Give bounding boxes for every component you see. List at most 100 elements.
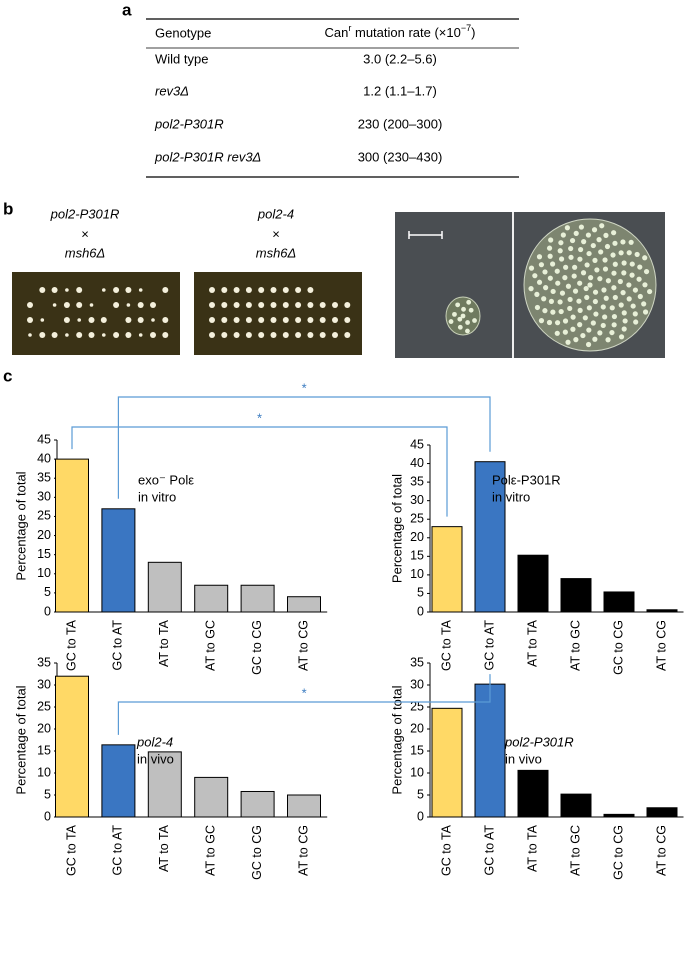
annotation: in vivo bbox=[137, 751, 174, 766]
y-tick-label: 40 bbox=[410, 456, 424, 470]
colony bbox=[209, 317, 215, 323]
cell bbox=[554, 268, 560, 274]
y-tick-label: 35 bbox=[410, 474, 424, 488]
colony bbox=[295, 287, 302, 293]
cell bbox=[597, 330, 603, 336]
y-tick-label: 10 bbox=[410, 765, 424, 779]
significance-star: * bbox=[257, 410, 262, 425]
y-tick-label: 0 bbox=[44, 809, 51, 823]
cell bbox=[586, 327, 592, 333]
y-axis-label: Percentage of total bbox=[389, 685, 404, 794]
y-tick-label: 15 bbox=[37, 547, 51, 561]
cell bbox=[577, 307, 583, 313]
bar bbox=[240, 790, 275, 818]
bar bbox=[474, 461, 506, 613]
colony bbox=[27, 302, 33, 308]
colony bbox=[245, 287, 252, 293]
y-tick-label: 10 bbox=[37, 765, 51, 779]
colony bbox=[65, 288, 69, 292]
x-tick-label: AT to TA bbox=[525, 619, 539, 667]
bar bbox=[646, 807, 678, 818]
table-header-part: ) bbox=[471, 25, 475, 40]
cell bbox=[586, 305, 592, 311]
x-tick-label: GC to AT bbox=[111, 825, 125, 876]
plates bbox=[12, 212, 665, 358]
cell bbox=[602, 257, 608, 263]
cell bbox=[569, 237, 576, 244]
cell bbox=[620, 290, 626, 296]
colony bbox=[138, 333, 143, 337]
cell bbox=[626, 250, 632, 256]
annotation: exo⁻ Polε bbox=[138, 472, 194, 487]
colony bbox=[76, 287, 83, 293]
colony bbox=[332, 302, 338, 308]
bar bbox=[101, 508, 136, 613]
colony bbox=[39, 287, 46, 293]
colony bbox=[27, 317, 33, 323]
significance-bracket bbox=[117, 396, 491, 499]
colony bbox=[258, 317, 265, 323]
y-tick-label: 25 bbox=[410, 512, 424, 526]
colony bbox=[233, 302, 240, 308]
cell bbox=[578, 246, 584, 253]
cell bbox=[572, 288, 579, 294]
cell bbox=[636, 276, 642, 282]
cell bbox=[536, 279, 543, 285]
colony bbox=[150, 302, 156, 308]
colony bbox=[319, 332, 326, 338]
cell bbox=[588, 275, 594, 281]
cell bbox=[573, 230, 579, 236]
cell bbox=[610, 252, 616, 258]
colony bbox=[307, 287, 314, 293]
bar bbox=[147, 751, 182, 818]
plate-photo bbox=[194, 272, 362, 355]
x-tick-label: GC to CG bbox=[611, 620, 625, 675]
bar bbox=[603, 813, 635, 818]
x-tick-label: AT to CG bbox=[654, 620, 668, 671]
x-tick-label: GC to AT bbox=[482, 825, 496, 876]
cell bbox=[534, 304, 541, 311]
colony bbox=[233, 332, 240, 338]
cell bbox=[528, 265, 535, 271]
cell bbox=[642, 309, 649, 315]
cell bbox=[582, 315, 588, 321]
cell bbox=[584, 294, 590, 301]
colony bbox=[344, 302, 351, 308]
cell bbox=[557, 299, 563, 305]
cell bbox=[598, 249, 604, 255]
table-header: Genotype bbox=[155, 25, 211, 40]
cell bbox=[465, 320, 470, 325]
y-tick-label: 0 bbox=[417, 809, 424, 823]
bar bbox=[560, 578, 592, 613]
cell bbox=[572, 264, 578, 270]
colony bbox=[295, 332, 302, 338]
cell bbox=[618, 302, 624, 308]
cross-label: × bbox=[81, 226, 89, 241]
colony bbox=[307, 317, 314, 323]
cell bbox=[466, 299, 472, 305]
colony bbox=[125, 332, 132, 338]
cell bbox=[581, 239, 587, 245]
colony bbox=[221, 317, 228, 323]
cell bbox=[641, 301, 647, 307]
cell bbox=[626, 282, 632, 288]
y-tick-label: 5 bbox=[44, 585, 51, 599]
genotype: pol2-P301R rev3Δ bbox=[154, 149, 261, 164]
panel-label: a bbox=[122, 0, 132, 19]
cell bbox=[562, 275, 568, 281]
significance-bracket bbox=[71, 426, 448, 517]
x-tick-label: AT to GC bbox=[203, 620, 217, 671]
cell bbox=[609, 305, 615, 311]
annotation: in vivo bbox=[505, 751, 542, 766]
significance-bracket bbox=[117, 674, 491, 735]
colony bbox=[307, 302, 314, 308]
cell bbox=[567, 305, 573, 312]
colony bbox=[319, 317, 326, 323]
cell bbox=[577, 322, 583, 328]
cell bbox=[546, 245, 553, 251]
cell bbox=[468, 307, 474, 313]
mutation-rate: 300 (230–430) bbox=[358, 149, 443, 164]
cell bbox=[580, 270, 587, 276]
cell bbox=[612, 261, 618, 267]
y-tick-label: 45 bbox=[410, 437, 424, 451]
